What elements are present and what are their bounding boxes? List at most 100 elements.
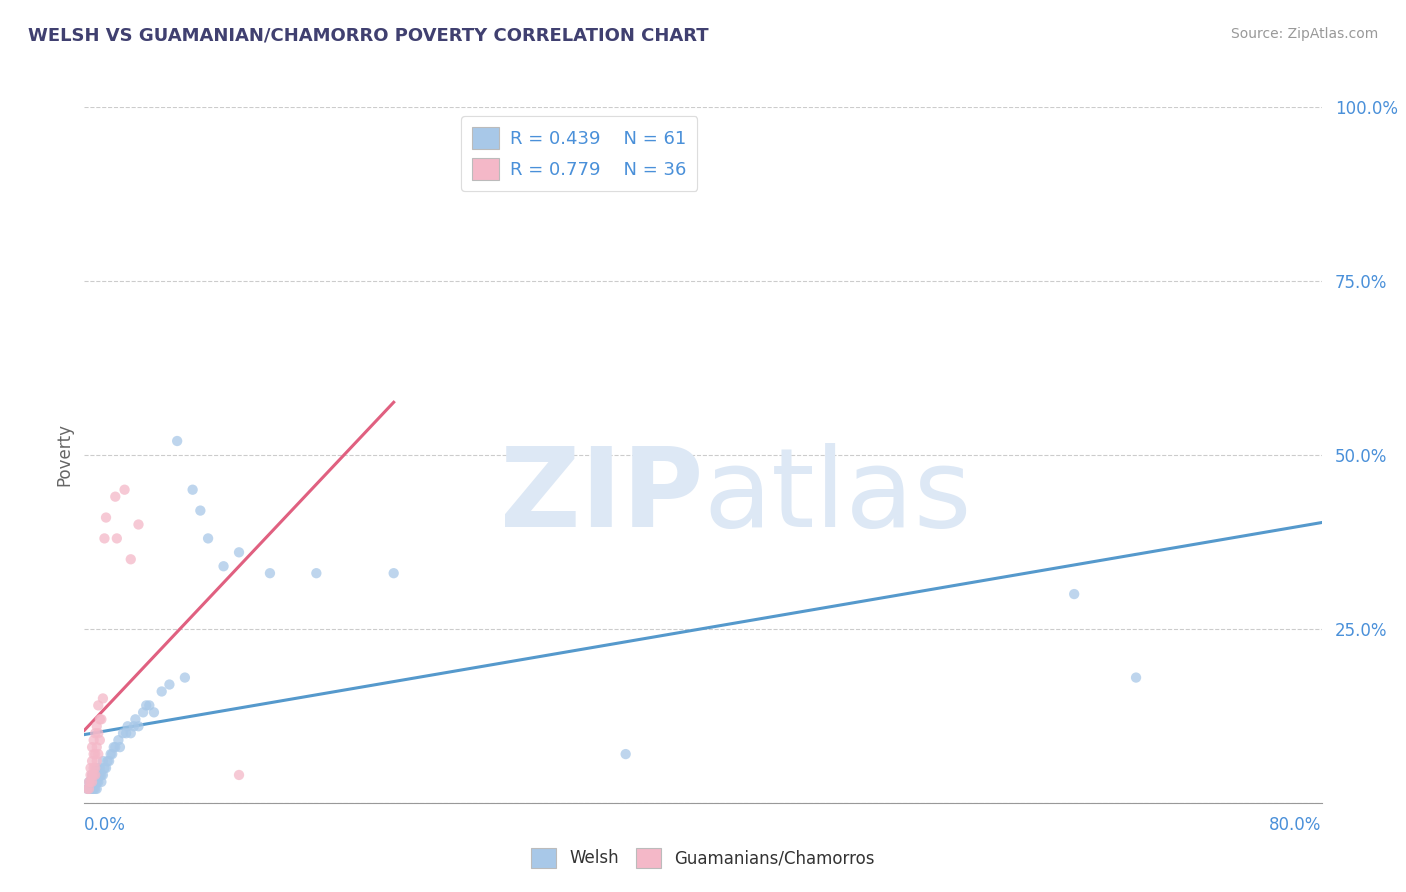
- Point: [77, 775, 100, 789]
- Point: [228, 768, 250, 782]
- Point: [87, 747, 110, 761]
- Point: [79, 761, 101, 775]
- Point: [100, 747, 122, 761]
- Point: [181, 483, 204, 497]
- Point: [77, 775, 100, 789]
- Point: [77, 781, 100, 796]
- Text: Source: ZipAtlas.com: Source: ZipAtlas.com: [1230, 27, 1378, 41]
- Point: [138, 698, 160, 713]
- Point: [108, 740, 131, 755]
- Point: [117, 719, 139, 733]
- Point: [82, 775, 104, 789]
- Point: [115, 726, 138, 740]
- Point: [98, 754, 121, 768]
- Legend: R = 0.439    N = 61, R = 0.779    N = 36: R = 0.439 N = 61, R = 0.779 N = 36: [461, 116, 697, 191]
- Point: [614, 747, 637, 761]
- Point: [132, 706, 155, 720]
- Point: [89, 712, 111, 726]
- Point: [135, 698, 157, 713]
- Point: [87, 726, 110, 740]
- Point: [90, 768, 112, 782]
- Point: [84, 726, 107, 740]
- Text: 0.0%: 0.0%: [84, 816, 127, 834]
- Point: [84, 775, 107, 789]
- Point: [87, 775, 110, 789]
- Point: [93, 761, 115, 775]
- Point: [86, 740, 108, 755]
- Text: atlas: atlas: [703, 443, 972, 550]
- Point: [103, 740, 125, 755]
- Point: [82, 768, 104, 782]
- Point: [84, 747, 107, 761]
- Legend: Welsh, Guamanians/Chamorros: Welsh, Guamanians/Chamorros: [524, 841, 882, 875]
- Point: [82, 781, 104, 796]
- Text: WELSH VS GUAMANIAN/CHAMORRO POVERTY CORRELATION CHART: WELSH VS GUAMANIAN/CHAMORRO POVERTY CORR…: [28, 27, 709, 45]
- Point: [143, 706, 166, 720]
- Point: [86, 754, 108, 768]
- Point: [90, 712, 112, 726]
- Point: [127, 517, 149, 532]
- Point: [82, 754, 104, 768]
- Point: [90, 775, 112, 789]
- Point: [382, 566, 405, 581]
- Point: [89, 768, 111, 782]
- Point: [83, 761, 105, 775]
- Point: [174, 671, 197, 685]
- Text: 80.0%: 80.0%: [1270, 816, 1322, 834]
- Point: [86, 781, 108, 796]
- Point: [83, 768, 105, 782]
- Point: [91, 754, 114, 768]
- Point: [197, 532, 219, 546]
- Point: [122, 719, 145, 733]
- Point: [120, 726, 142, 740]
- Point: [1063, 587, 1085, 601]
- Point: [94, 510, 117, 524]
- Point: [84, 768, 107, 782]
- Point: [84, 781, 107, 796]
- Point: [83, 747, 105, 761]
- Point: [107, 733, 129, 747]
- Point: [91, 768, 114, 782]
- Point: [94, 761, 117, 775]
- Point: [86, 775, 108, 789]
- Point: [79, 768, 101, 782]
- Y-axis label: Poverty: Poverty: [55, 424, 73, 486]
- Point: [79, 775, 101, 789]
- Point: [77, 781, 100, 796]
- Point: [305, 566, 328, 581]
- Point: [82, 775, 104, 789]
- Point: [259, 566, 281, 581]
- Point: [124, 712, 146, 726]
- Point: [76, 781, 98, 796]
- Point: [212, 559, 235, 574]
- Point: [188, 503, 211, 517]
- Point: [96, 754, 118, 768]
- Point: [79, 781, 101, 796]
- Point: [166, 434, 188, 448]
- Point: [82, 768, 104, 782]
- Point: [79, 775, 101, 789]
- Point: [150, 684, 173, 698]
- Point: [104, 740, 127, 755]
- Point: [86, 761, 108, 775]
- Point: [84, 768, 107, 782]
- Point: [76, 781, 98, 796]
- Point: [228, 545, 250, 559]
- Point: [82, 740, 104, 755]
- Point: [120, 552, 142, 566]
- Point: [83, 781, 105, 796]
- Point: [89, 733, 111, 747]
- Point: [112, 726, 135, 740]
- Point: [159, 677, 180, 691]
- Point: [1125, 671, 1147, 685]
- Point: [93, 532, 115, 546]
- Point: [87, 768, 110, 782]
- Point: [104, 490, 127, 504]
- Point: [83, 733, 105, 747]
- Point: [89, 761, 111, 775]
- Point: [105, 532, 128, 546]
- Point: [84, 761, 107, 775]
- Point: [127, 719, 149, 733]
- Point: [114, 483, 136, 497]
- Point: [87, 698, 110, 713]
